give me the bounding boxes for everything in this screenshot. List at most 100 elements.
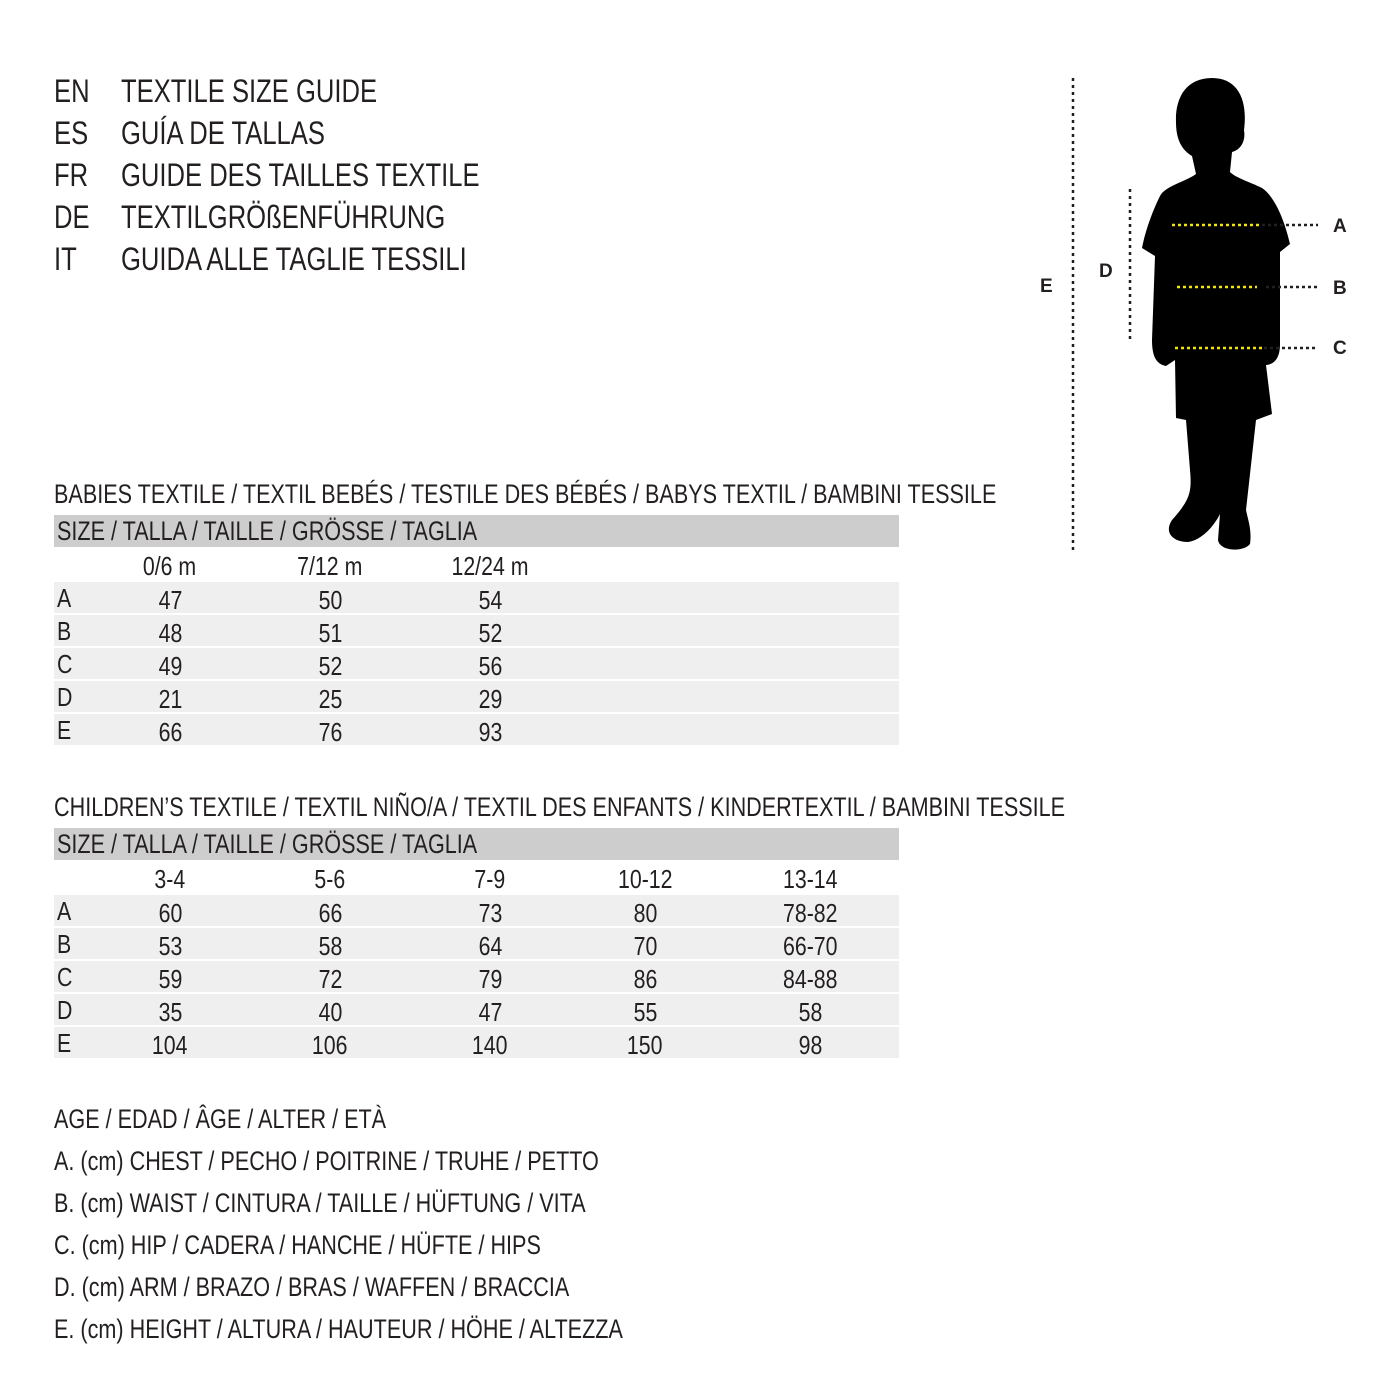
cell-value: 66-70 xyxy=(782,931,838,961)
row-label: B xyxy=(57,929,72,959)
row-label: E xyxy=(57,1028,72,1058)
table-cell: 140 xyxy=(430,1032,550,1058)
cell-value: 150 xyxy=(627,1030,663,1060)
table-cell: 66 xyxy=(270,900,390,926)
table-cell: 25 xyxy=(270,686,390,712)
table-cell: 48 xyxy=(110,620,230,646)
table-row xyxy=(54,648,899,679)
row-label: D xyxy=(57,682,73,712)
cell-value: 47 xyxy=(158,585,182,615)
column-header-text: 3-4 xyxy=(154,864,186,894)
table-cell: 29 xyxy=(430,686,550,712)
cell-value: 29 xyxy=(478,684,502,714)
cell-value: 52 xyxy=(478,618,502,648)
table-cell: 51 xyxy=(270,620,390,646)
table-row xyxy=(54,681,899,712)
cell-value: 53 xyxy=(158,931,182,961)
row-label: E xyxy=(57,715,72,745)
guide-title: GUIDA ALLE TAGLIE TESSILI xyxy=(121,241,467,277)
table-row xyxy=(54,961,899,992)
cell-value: 84-88 xyxy=(782,964,838,994)
table-cell: 84-88 xyxy=(750,966,870,992)
table-cell: 53 xyxy=(110,933,230,959)
table-cell: 66 xyxy=(110,719,230,745)
language-code: ES xyxy=(54,115,89,151)
measure-lines xyxy=(1172,223,1318,350)
language-code: IT xyxy=(54,241,77,277)
label-c: C xyxy=(1333,338,1347,359)
row-label: B xyxy=(57,616,72,646)
cell-value: 98 xyxy=(798,1030,822,1060)
table-cell: 76 xyxy=(270,719,390,745)
child-silhouette-icon xyxy=(1142,78,1290,550)
guide-title: TEXTILGRÖßENFÜHRUNG xyxy=(121,199,446,235)
table-cell: 52 xyxy=(430,620,550,646)
table-cell: 150 xyxy=(585,1032,705,1058)
table-row xyxy=(54,615,899,646)
table-cell: 35 xyxy=(110,999,230,1025)
table-cell: 58 xyxy=(750,999,870,1025)
column-header: 7/12 m xyxy=(270,553,390,579)
table-cell: 70 xyxy=(585,933,705,959)
table-cell: 93 xyxy=(430,719,550,745)
column-header: 7-9 xyxy=(430,866,550,892)
row-label: D xyxy=(57,995,73,1025)
cell-value: 58 xyxy=(318,931,342,961)
table-cell: 64 xyxy=(430,933,550,959)
section-heading: BABIES TEXTILE / TEXTIL BEBÉS / TESTILE … xyxy=(54,479,997,509)
label-e: E xyxy=(1040,276,1053,297)
section-heading: CHILDREN’S TEXTILE / TEXTIL NIÑO/A / TEX… xyxy=(54,792,1066,822)
table-cell: 66-70 xyxy=(750,933,870,959)
table-cell: 98 xyxy=(750,1032,870,1058)
guide-title: GUÍA DE TALLAS xyxy=(121,115,325,151)
legend-line: C. (cm) HIP / CADERA / HANCHE / HÜFTE / … xyxy=(54,1230,541,1260)
column-header-text: 10-12 xyxy=(617,864,673,894)
column-header: 13-14 xyxy=(750,866,870,892)
cell-value: 35 xyxy=(158,997,182,1027)
size-header-label: SIZE / TALLA / TAILLE / GRÖSSE / TAGLIA xyxy=(57,516,478,546)
language-code: EN xyxy=(54,73,90,109)
table-row xyxy=(54,1027,899,1058)
row-label: C xyxy=(57,649,73,679)
table-row xyxy=(54,714,899,745)
table-cell: 47 xyxy=(110,587,230,613)
cell-value: 51 xyxy=(318,618,342,648)
column-header-text: 12/24 m xyxy=(451,551,529,581)
column-header: 5-6 xyxy=(270,866,390,892)
table-cell: 49 xyxy=(110,653,230,679)
cell-value: 25 xyxy=(318,684,342,714)
table-cell: 40 xyxy=(270,999,390,1025)
column-header: 12/24 m xyxy=(430,553,550,579)
legend-line: D. (cm) ARM / BRAZO / BRAS / WAFFEN / BR… xyxy=(54,1272,570,1302)
legend-line: A. (cm) CHEST / PECHO / POITRINE / TRUHE… xyxy=(54,1146,599,1176)
column-header: 3-4 xyxy=(110,866,230,892)
cell-value: 78-82 xyxy=(782,898,838,928)
row-label: A xyxy=(57,896,72,926)
cell-value: 73 xyxy=(478,898,502,928)
table-cell: 73 xyxy=(430,900,550,926)
column-header-text: 7/12 m xyxy=(297,551,363,581)
cell-value: 76 xyxy=(318,717,342,747)
cell-value: 66 xyxy=(158,717,182,747)
cell-value: 66 xyxy=(318,898,342,928)
table-cell: 58 xyxy=(270,933,390,959)
cell-value: 21 xyxy=(158,684,182,714)
size-header-bar xyxy=(54,828,899,860)
table-cell: 86 xyxy=(585,966,705,992)
cell-value: 54 xyxy=(478,585,502,615)
table-cell: 47 xyxy=(430,999,550,1025)
column-header: 10-12 xyxy=(585,866,705,892)
cell-value: 55 xyxy=(633,997,657,1027)
table-cell: 104 xyxy=(110,1032,230,1058)
cell-value: 72 xyxy=(318,964,342,994)
label-b: B xyxy=(1333,278,1347,299)
cell-value: 64 xyxy=(478,931,502,961)
cell-value: 140 xyxy=(472,1030,508,1060)
cell-value: 106 xyxy=(312,1030,348,1060)
language-code: FR xyxy=(54,157,89,193)
table-cell: 52 xyxy=(270,653,390,679)
legend-line: E. (cm) HEIGHT / ALTURA / HAUTEUR / HÖHE… xyxy=(54,1314,623,1344)
cell-value: 52 xyxy=(318,651,342,681)
cell-value: 47 xyxy=(478,997,502,1027)
